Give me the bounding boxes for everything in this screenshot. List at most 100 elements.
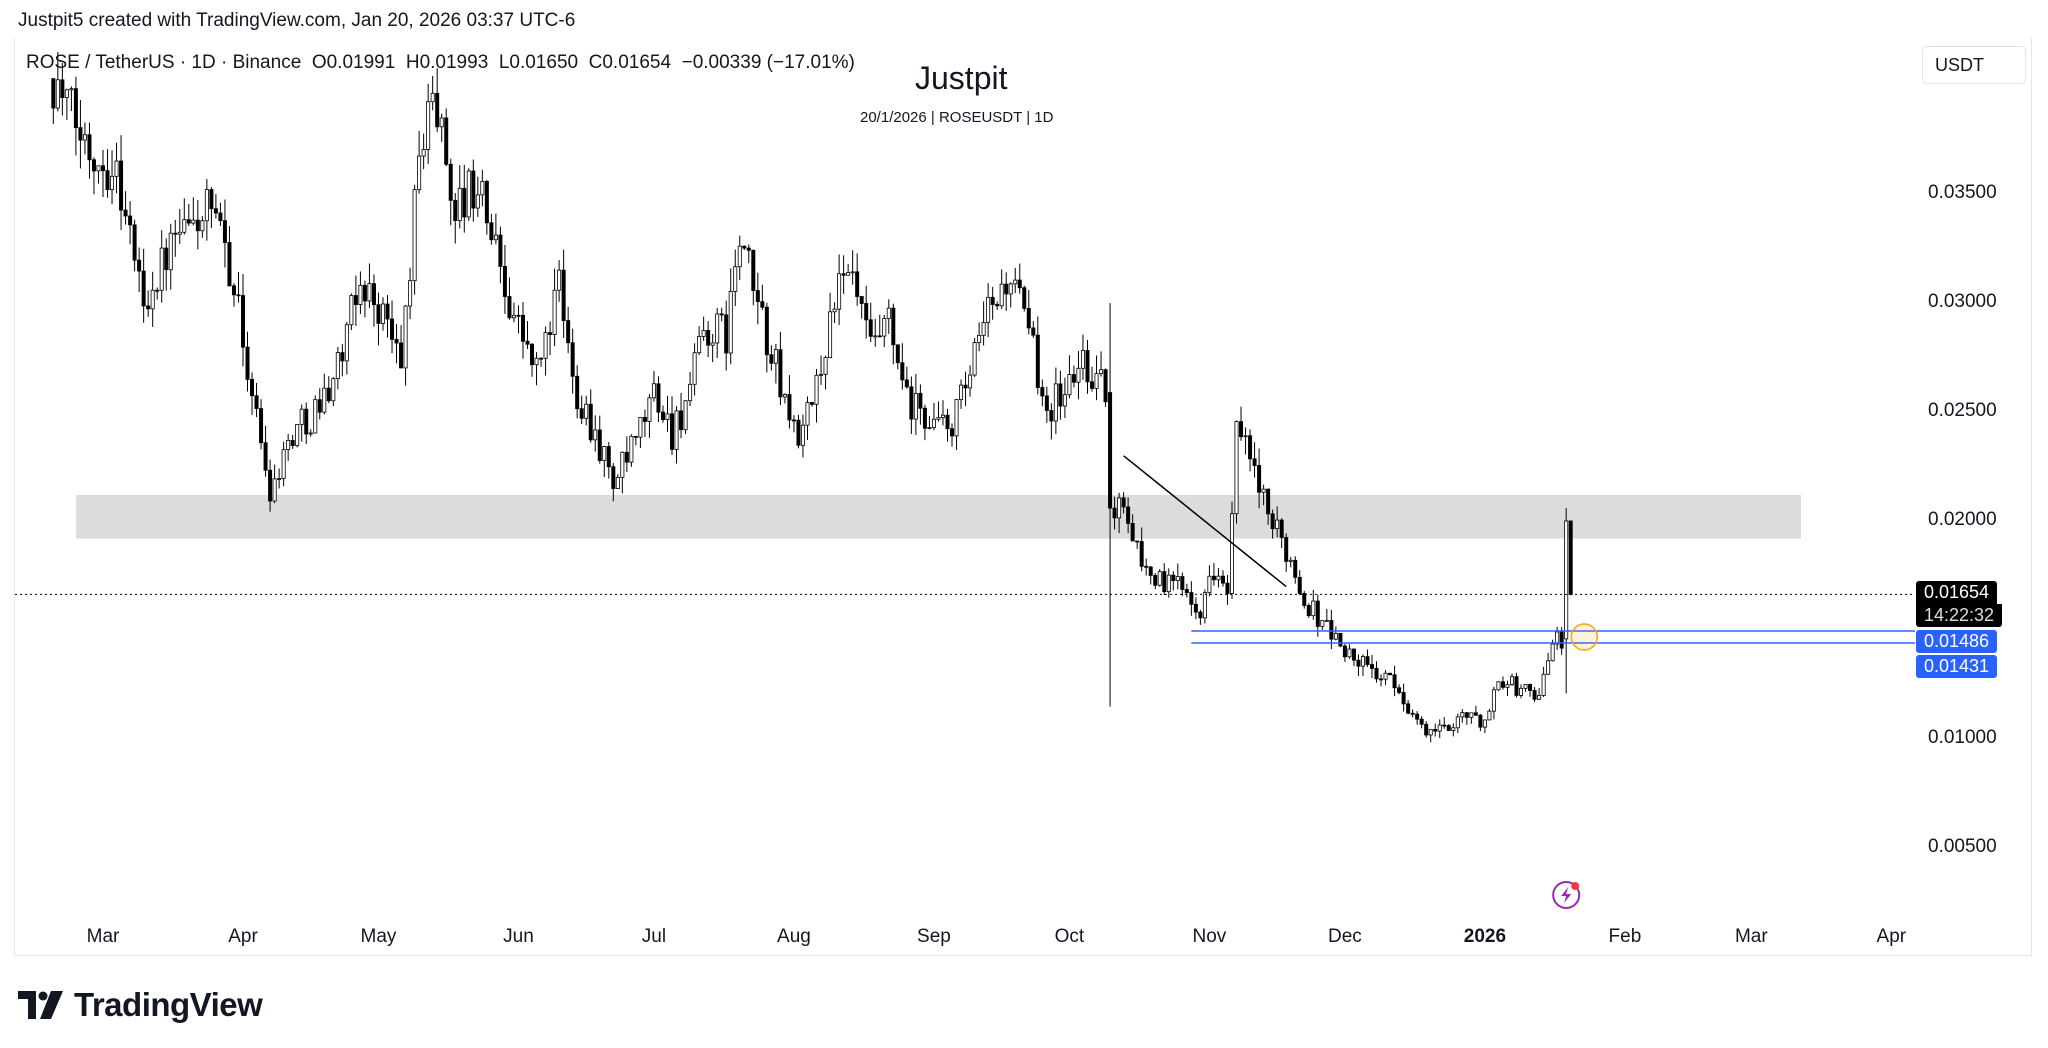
candle-down (218, 212, 223, 222)
time-axis-label: Jun (503, 926, 534, 947)
candle-down (164, 247, 169, 271)
candle-down (484, 180, 489, 224)
tradingview-logo-text: TradingView (74, 986, 263, 1023)
candle-down (213, 208, 218, 214)
candle-down (1279, 519, 1284, 538)
candle-up (272, 478, 277, 502)
candle-down (1257, 465, 1262, 493)
candle-down (1198, 611, 1203, 619)
candle-up (1207, 575, 1212, 594)
candle-down (1040, 387, 1045, 397)
candle-down (1144, 565, 1149, 568)
candle-up (1117, 497, 1122, 519)
candle-up (674, 410, 679, 450)
candle-up (814, 374, 819, 405)
candle-down (1031, 327, 1036, 336)
candle-up (1451, 727, 1456, 731)
candle-up (593, 429, 598, 441)
candle-up (683, 400, 688, 431)
candle-up (1469, 712, 1474, 718)
candle-down (909, 386, 914, 420)
candle-up (1546, 660, 1551, 675)
candle-up (1496, 681, 1501, 691)
candle-down (755, 290, 760, 303)
candle-down (236, 294, 241, 297)
candle-up (466, 170, 471, 218)
candle-up (421, 149, 426, 157)
candle-up (403, 305, 408, 369)
time-axis-label: Sep (917, 926, 951, 947)
candle-up (177, 231, 182, 235)
candle-up (358, 284, 363, 306)
candle-up (665, 413, 670, 420)
candle-down (1356, 659, 1361, 667)
candle-up (277, 478, 282, 480)
candle-up (931, 418, 936, 428)
time-axis-label: 2026 (1464, 926, 1506, 947)
candle-down (340, 352, 345, 362)
candle-up (913, 392, 918, 420)
candle-down (155, 289, 160, 292)
legend-high: H0.01993 (405, 52, 489, 73)
candle-up (602, 446, 607, 462)
candle-down (855, 271, 860, 297)
candle-down (1293, 559, 1298, 578)
candle-down (611, 466, 616, 489)
legend-change: −0.00339 (−17.01%) (681, 52, 855, 73)
candle-down (263, 442, 268, 471)
candle-up (715, 313, 720, 344)
candle-down (1306, 605, 1311, 617)
candle-down (231, 285, 236, 296)
candle-up (417, 155, 422, 191)
candle-up (986, 296, 991, 323)
candle-down (742, 245, 747, 249)
candle-down (575, 375, 580, 410)
candle-up (191, 219, 196, 224)
candle-down (561, 269, 566, 321)
candle-up (837, 273, 842, 310)
support-zone[interactable] (75, 495, 1802, 539)
notification-dot-icon (1571, 882, 1580, 890)
candle-down (1248, 435, 1253, 460)
candle-up (150, 289, 155, 310)
candle-down (1085, 350, 1090, 383)
candle-down (1130, 522, 1135, 542)
candle-down (1329, 620, 1334, 640)
candle-down (259, 408, 264, 444)
candle-up (430, 92, 435, 103)
candle-up (313, 399, 318, 434)
price-axis-label: 0.02500 (1928, 400, 1997, 421)
candle-down (516, 314, 521, 317)
legend-symbol: ROSE / TetherUS · 1D · Binance (26, 52, 302, 73)
candle-down (877, 335, 882, 338)
tradingview-logo[interactable]: TradingView (18, 986, 263, 1024)
candle-down (371, 283, 376, 306)
candle-down (453, 199, 458, 221)
candle-up (828, 311, 833, 358)
candle-down (173, 232, 178, 235)
candle-up (1491, 689, 1496, 712)
time-axis-label: Oct (1055, 926, 1085, 947)
candle-down (791, 419, 796, 422)
candle-up (968, 374, 973, 389)
candle-down (1297, 576, 1302, 594)
candle-up (1383, 672, 1388, 680)
candle-down (1121, 497, 1126, 508)
candle-down (376, 304, 381, 324)
candle-up (281, 449, 286, 479)
candle-down (471, 170, 476, 209)
candle-down (1559, 631, 1564, 649)
candle-down (1424, 723, 1429, 736)
candle-down (787, 394, 792, 421)
candle-up (647, 397, 652, 422)
candle-down (1406, 703, 1411, 714)
candle-down (1103, 369, 1108, 403)
candle-down (841, 273, 846, 276)
candle-up (873, 335, 878, 338)
candle-down (1211, 575, 1216, 581)
candle-down (1071, 374, 1076, 383)
currency-button[interactable]: USDT (1922, 46, 2026, 84)
time-axis-label: Aug (777, 926, 811, 947)
candle-up (620, 451, 625, 478)
